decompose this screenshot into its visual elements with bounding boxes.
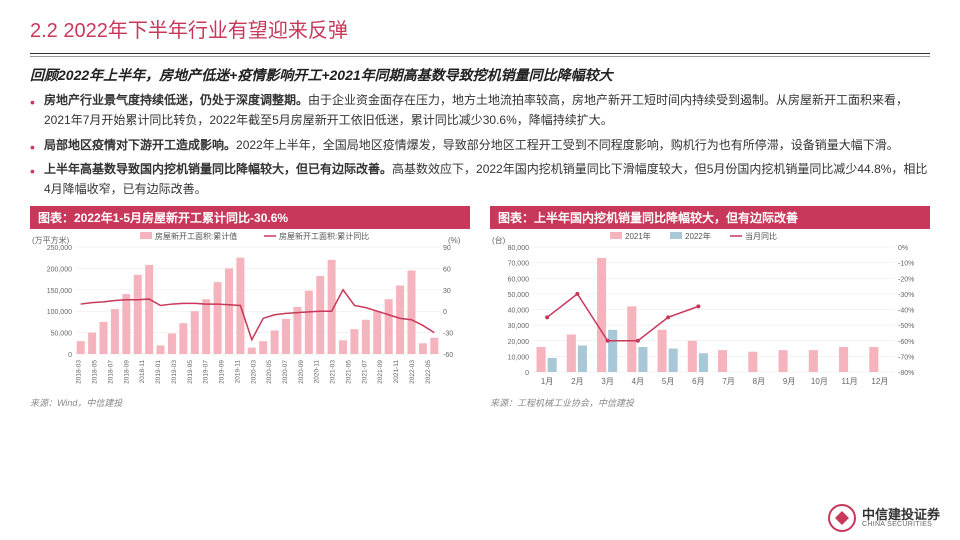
- svg-text:10,000: 10,000: [508, 354, 530, 361]
- svg-text:(台): (台): [492, 235, 506, 245]
- svg-text:150,000: 150,000: [47, 288, 72, 295]
- svg-text:80,000: 80,000: [508, 245, 530, 252]
- logo-en: CHINA SECURITIES: [862, 521, 940, 528]
- divider-thick: [30, 53, 930, 54]
- content: 回顾2022年上半年，房地产低迷+疫情影响开工+2021年同期高基数导致挖机销量…: [0, 65, 960, 409]
- svg-text:8月: 8月: [753, 377, 765, 386]
- chart-left-area: 房屋新开工面积:累计值 房屋新开工面积:累计同比 (万平方米) (%) 0 50,000 1…: [30, 229, 470, 394]
- chart-right: 图表：上半年国内挖机销量同比降幅较大，但有边际改善 2021年 2022年 当月同比…: [490, 206, 930, 409]
- svg-text:2020-09: 2020-09: [298, 360, 305, 384]
- svg-text:30,000: 30,000: [508, 323, 530, 330]
- svg-text:9月: 9月: [783, 377, 795, 386]
- logo-cn: 中信建投证券: [862, 508, 940, 521]
- svg-text:2021-03: 2021-03: [330, 360, 337, 384]
- svg-text:50,000: 50,000: [51, 331, 73, 338]
- svg-text:房屋新开工面积:累计同比: 房屋新开工面积:累计同比: [279, 231, 369, 241]
- bullet-list: 房地产行业景气度持续低迷，仍处于深度调整期。由于企业资金面存在压力，地方土地流拍…: [30, 91, 930, 200]
- svg-text:2022-03: 2022-03: [409, 360, 416, 384]
- svg-text:-30%: -30%: [898, 292, 914, 299]
- svg-text:0: 0: [525, 370, 529, 377]
- svg-text:100,000: 100,000: [47, 309, 72, 316]
- svg-text:2018-07: 2018-07: [107, 360, 114, 384]
- svg-text:2019-11: 2019-11: [234, 360, 241, 384]
- svg-text:2019-01: 2019-01: [155, 360, 162, 384]
- bullet-item: 局部地区疫情对下游开工造成影响。2022年上半年，全国局地区疫情爆发，导致部分地…: [30, 136, 930, 156]
- logo-text: 中信建投证券 CHINA SECURITIES: [862, 508, 940, 528]
- svg-text:2021-11: 2021-11: [393, 360, 400, 384]
- svg-text:20,000: 20,000: [508, 339, 530, 346]
- svg-text:(%): (%): [448, 236, 461, 245]
- chart-right-title: 图表：上半年国内挖机销量同比降幅较大，但有边际改善: [490, 206, 930, 229]
- chart-left-title: 图表：2022年1-5月房屋新开工累计同比-30.6%: [30, 206, 470, 229]
- svg-text:0: 0: [443, 309, 447, 316]
- svg-text:-80%: -80%: [898, 370, 914, 377]
- svg-text:2020-11: 2020-11: [314, 360, 321, 384]
- subtitle: 回顾2022年上半年，房地产低迷+疫情影响开工+2021年同期高基数导致挖机销量…: [30, 65, 930, 85]
- bullet-item: 房地产行业景气度持续低迷，仍处于深度调整期。由于企业资金面存在压力，地方土地流拍…: [30, 91, 930, 131]
- svg-text:-70%: -70%: [898, 354, 914, 361]
- svg-text:40,000: 40,000: [508, 307, 530, 314]
- chart-right-source: 来源：工程机械工业协会，中信建投: [490, 396, 930, 409]
- svg-text:2月: 2月: [571, 377, 583, 386]
- svg-text:0%: 0%: [898, 245, 908, 252]
- header: 2.2 2022年下半年行业有望迎来反弹: [0, 0, 960, 49]
- svg-text:5月: 5月: [662, 377, 674, 386]
- svg-text:10月: 10月: [811, 377, 828, 386]
- chart-left-source: 来源：Wind，中信建投: [30, 396, 470, 409]
- divider-thin: [30, 56, 930, 57]
- chart-right-area: 2021年 2022年 当月同比 (台) 0 10,000 20,000 30,000 40,0…: [490, 229, 930, 394]
- svg-text:60: 60: [443, 266, 451, 273]
- svg-text:-40%: -40%: [898, 307, 914, 314]
- svg-text:-30: -30: [443, 331, 453, 338]
- svg-text:2019-05: 2019-05: [187, 360, 194, 384]
- svg-text:-20%: -20%: [898, 276, 914, 283]
- svg-text:12月: 12月: [871, 377, 888, 386]
- svg-text:6月: 6月: [692, 377, 704, 386]
- svg-text:-60%: -60%: [898, 339, 914, 346]
- svg-text:当月同比: 当月同比: [745, 231, 777, 241]
- svg-text:3月: 3月: [601, 377, 613, 386]
- svg-text:2021-05: 2021-05: [345, 360, 352, 384]
- svg-text:250,000: 250,000: [47, 245, 72, 252]
- svg-text:2019-03: 2019-03: [171, 360, 178, 384]
- svg-text:(万平方米): (万平方米): [32, 235, 70, 245]
- svg-text:70,000: 70,000: [508, 261, 530, 268]
- svg-text:0: 0: [68, 352, 72, 359]
- svg-text:2020-03: 2020-03: [250, 360, 257, 384]
- svg-text:2022-05: 2022-05: [425, 360, 432, 384]
- charts-row: 图表：2022年1-5月房屋新开工累计同比-30.6% 房屋新开工面积:累计值房…: [30, 206, 930, 409]
- svg-text:200,000: 200,000: [47, 266, 72, 273]
- svg-text:2019-09: 2019-09: [219, 360, 226, 384]
- svg-text:2021-07: 2021-07: [361, 360, 368, 384]
- chart-left: 图表：2022年1-5月房屋新开工累计同比-30.6% 房屋新开工面积:累计值房…: [30, 206, 470, 409]
- svg-text:30: 30: [443, 288, 451, 295]
- svg-text:2021年: 2021年: [625, 231, 651, 241]
- svg-text:2021-09: 2021-09: [377, 360, 384, 384]
- svg-text:2018-03: 2018-03: [76, 360, 83, 384]
- logo-icon: [828, 504, 856, 532]
- svg-text:2018-05: 2018-05: [92, 360, 99, 384]
- svg-text:4月: 4月: [632, 377, 644, 386]
- svg-text:2018-09: 2018-09: [123, 360, 130, 384]
- svg-text:-50%: -50%: [898, 323, 914, 330]
- svg-text:90: 90: [443, 245, 451, 252]
- svg-text:60,000: 60,000: [508, 276, 530, 283]
- svg-text:11月: 11月: [841, 377, 857, 386]
- svg-text:2020-05: 2020-05: [266, 360, 273, 384]
- svg-text:2020-07: 2020-07: [282, 360, 289, 384]
- svg-text:2018-11: 2018-11: [139, 360, 146, 384]
- svg-text:-60: -60: [443, 352, 453, 359]
- svg-text:房屋新开工面积:累计值: 房屋新开工面积:累计值: [155, 231, 237, 241]
- bullet-item: 上半年高基数导致国内挖机销量同比降幅较大，但已有边际改善。高基数效应下，2022…: [30, 160, 930, 200]
- svg-text:2019-07: 2019-07: [203, 360, 210, 384]
- svg-text:1月: 1月: [541, 377, 553, 386]
- page-title: 2.2 2022年下半年行业有望迎来反弹: [30, 14, 930, 43]
- svg-text:50,000: 50,000: [508, 292, 530, 299]
- svg-text:2022年: 2022年: [685, 231, 711, 241]
- svg-text:-10%: -10%: [898, 261, 914, 268]
- svg-text:7月: 7月: [722, 377, 734, 386]
- footer-logo: 中信建投证券 CHINA SECURITIES: [828, 504, 940, 532]
